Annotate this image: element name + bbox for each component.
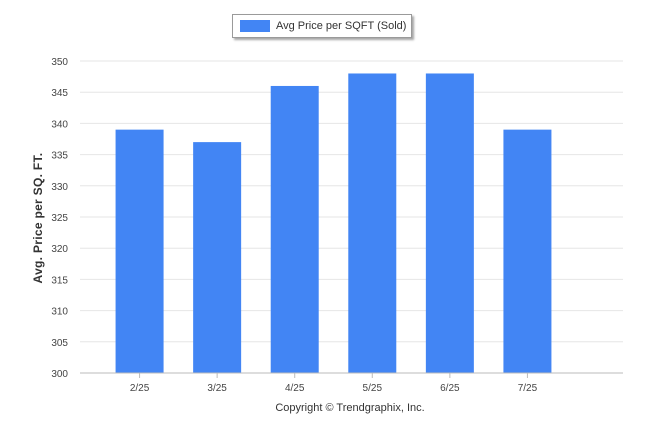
y-tick-label: 320 (51, 244, 68, 255)
x-tick-label: 7/25 (518, 383, 538, 394)
bar-series (115, 73, 552, 374)
y-tick-label: 310 (51, 307, 68, 318)
y-tick-label: 345 (51, 88, 68, 99)
x-tick-label: 2/25 (130, 383, 150, 394)
legend-label: Avg Price per SQFT (Sold) (276, 20, 407, 32)
y-axis-ticks: 300 305 310 315 320 325 330 335 340 345 350 (51, 57, 68, 380)
x-tick-label: 4/25 (285, 383, 305, 394)
bar[interactable] (115, 129, 164, 373)
copyright-text: Copyright © Trendgraphix, Inc. (275, 402, 425, 414)
x-tick-label: 6/25 (440, 383, 460, 394)
y-tick-label: 335 (51, 151, 68, 162)
x-tick-label: 3/25 (207, 383, 227, 394)
bar[interactable] (270, 85, 319, 374)
y-tick-label: 350 (51, 57, 68, 68)
bar[interactable] (193, 142, 242, 373)
bar[interactable] (503, 129, 552, 373)
y-axis-label: Avg. Price per SQ. FT. (31, 152, 45, 284)
bar[interactable] (425, 73, 474, 373)
y-tick-label: 325 (51, 213, 68, 224)
bar[interactable] (348, 73, 397, 373)
y-tick-label: 305 (51, 338, 68, 349)
x-axis: 2/25 3/25 4/25 5/25 6/25 7/25 (80, 372, 623, 394)
legend[interactable]: Avg Price per SQFT (Sold) (232, 14, 412, 38)
x-tick-label: 5/25 (363, 383, 383, 394)
y-tick-label: 340 (51, 119, 68, 130)
y-tick-label: 330 (51, 182, 68, 193)
y-tick-label: 300 (51, 369, 68, 380)
y-tick-label: 315 (51, 275, 68, 286)
legend-swatch (240, 20, 270, 32)
